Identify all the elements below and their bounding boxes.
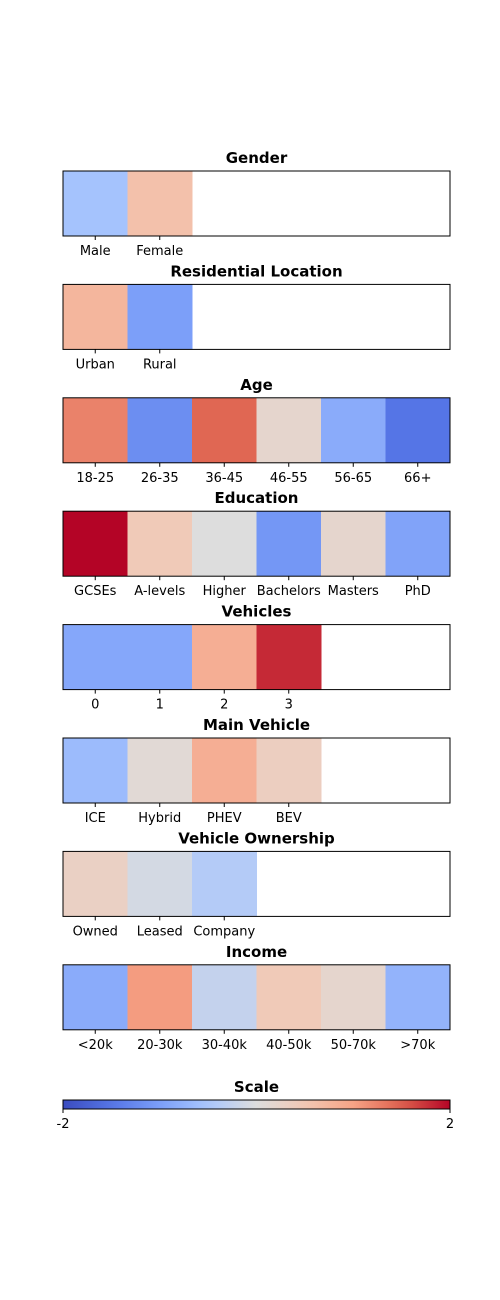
x-tick-label: Rural	[143, 357, 177, 372]
heatmap-cell	[127, 624, 193, 690]
heatmap-cell	[192, 511, 257, 577]
x-tick-label: 36-45	[205, 471, 243, 486]
heatmap-panel: Education GCSEs A-levels Higher Bachelors Mas…	[62, 489, 451, 599]
panel-title: Vehicle Ownership	[178, 829, 335, 847]
x-tick-label: PHEV	[207, 811, 242, 826]
heatmap-cell	[256, 738, 322, 803]
heatmap-cell	[63, 624, 128, 690]
panel-frame	[62, 283, 451, 350]
heatmap-cell	[127, 964, 193, 1030]
x-tick-label: PhD	[405, 584, 431, 599]
panel-title: Vehicles	[222, 603, 292, 621]
panel-frame	[62, 737, 451, 804]
x-tick-label: 40-50k	[266, 1038, 312, 1053]
panel-frame	[62, 850, 451, 917]
x-tick-label: 30-40k	[202, 1038, 248, 1053]
x-tick-label: 46-55	[270, 471, 308, 486]
x-tick-label: >70k	[400, 1038, 435, 1053]
panel-frame	[62, 624, 451, 691]
x-tick-label: Masters	[328, 584, 379, 599]
heatmap-panel: Vehicle Ownership Owned Leased Company	[62, 829, 451, 939]
heatmap-cell	[385, 397, 451, 463]
x-tick-label: 2	[220, 698, 228, 713]
x-tick-label: A-levels	[134, 584, 185, 599]
heatmap-cell	[192, 738, 257, 803]
heatmap-panel: Main Vehicle ICE Hybrid PHEV BEV	[62, 716, 451, 826]
x-tick-label: Company	[193, 924, 255, 939]
x-tick-label: BEV	[276, 811, 302, 826]
panel-title: Gender	[226, 149, 288, 167]
x-tick-label: 20-30k	[137, 1038, 183, 1053]
scale-min-label: -2	[57, 1117, 70, 1132]
x-tick-label: 1	[156, 698, 164, 713]
heatmap-panel: Age 18-25 26-35 36-45 46-55 56-65 66+	[62, 376, 451, 486]
panel-frame	[62, 510, 451, 577]
heatmap-cell	[321, 397, 386, 463]
x-tick-label: 0	[91, 698, 99, 713]
panel-frame	[62, 170, 451, 237]
heatmap-cell	[63, 284, 128, 350]
x-tick-label: 18-25	[76, 471, 114, 486]
heatmap-cell	[127, 171, 193, 236]
panel-title: Residential Location	[170, 262, 342, 280]
panel-title: Education	[215, 489, 299, 507]
heatmap-cell	[256, 964, 322, 1030]
x-tick-label: Bachelors	[257, 584, 321, 599]
panel-title: Age	[240, 376, 273, 394]
heatmap-cell	[127, 284, 193, 350]
x-tick-label: Hybrid	[138, 811, 181, 826]
x-tick-label: Female	[136, 244, 183, 259]
panel-frame	[62, 964, 451, 1031]
heatmap-cell	[127, 851, 193, 917]
x-tick-label: GCSEs	[74, 584, 117, 599]
heatmap-panel: Income <20k 20-30k 30-40k 40-50k 50-70k >70k	[62, 943, 451, 1053]
heatmap-cell	[256, 511, 322, 577]
x-tick-label: 66+	[404, 471, 431, 486]
heatmap-cell	[127, 511, 193, 577]
scale-bar	[62, 1099, 451, 1110]
x-tick-label: 50-70k	[331, 1038, 377, 1053]
x-tick-label: 3	[285, 698, 293, 713]
heatmap-cell	[256, 397, 322, 463]
heatmap-cell	[63, 851, 128, 917]
heatmap-cell	[127, 738, 193, 803]
heatmap-cell	[192, 964, 257, 1030]
heatmap-cell	[63, 738, 128, 803]
heatmap-cell	[127, 397, 193, 463]
heatmap-panel: Gender Male Female	[62, 149, 451, 259]
heatmap-panel: Residential Location Urban Rural	[62, 262, 451, 372]
heatmap-cell	[63, 511, 128, 577]
panel-frame	[62, 397, 451, 464]
heatmap-cell	[321, 964, 386, 1030]
x-tick-label: Urban	[76, 357, 115, 372]
panel-title: Main Vehicle	[203, 716, 310, 734]
x-tick-label: <20k	[78, 1038, 113, 1053]
x-tick-label: Male	[80, 244, 111, 259]
heatmap-cell	[192, 397, 257, 463]
x-tick-label: Leased	[137, 924, 183, 939]
scale-title: Scale	[234, 1078, 279, 1096]
color-scale: Scale -2 2	[57, 1078, 455, 1132]
heatmap-cell	[192, 624, 257, 690]
heatmap-cell	[192, 851, 257, 917]
panel-title: Income	[226, 943, 287, 961]
heatmap-cell	[63, 964, 128, 1030]
heatmap-cell	[63, 171, 128, 236]
scale-max-label: 2	[446, 1117, 454, 1132]
heatmap-cell	[385, 964, 451, 1030]
heatmap-cell	[63, 397, 128, 463]
x-tick-label: 26-35	[141, 471, 179, 486]
heatmap-cell	[256, 624, 322, 690]
x-tick-label: Higher	[203, 584, 247, 599]
heatmap-cell	[321, 511, 386, 577]
x-tick-label: ICE	[85, 811, 106, 826]
heatmap-panel: Vehicles 0 1 2 3	[62, 603, 451, 713]
x-tick-label: 56-65	[334, 471, 372, 486]
x-tick-label: Owned	[73, 924, 118, 939]
heatmap-cell	[385, 511, 451, 577]
